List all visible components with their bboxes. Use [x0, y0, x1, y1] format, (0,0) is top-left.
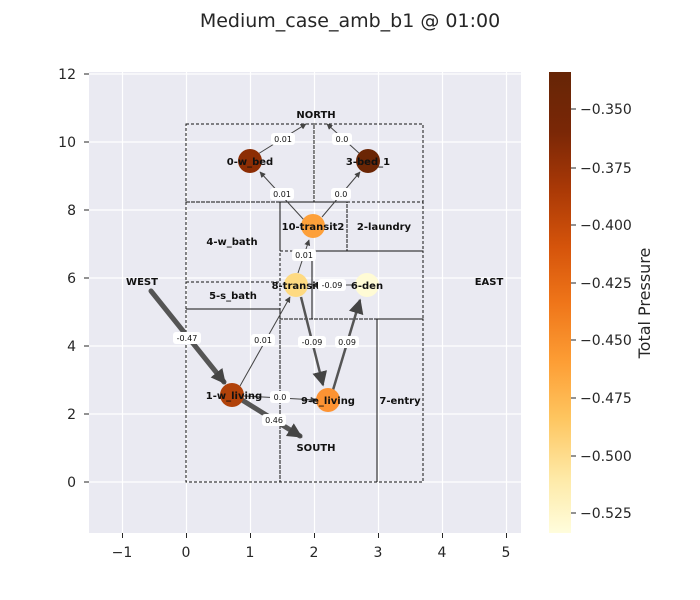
- flow-label: -0.09: [322, 281, 343, 290]
- direction-east: EAST: [475, 277, 504, 288]
- colorbar-tick-label: −0.475: [580, 391, 632, 407]
- flow-label-box: [251, 334, 275, 346]
- node-label: 6-den: [351, 281, 383, 292]
- x-tick-label: 2: [310, 545, 319, 561]
- y-tick-label: 6: [67, 271, 76, 287]
- x-axis: −1 0 1 2 3 4 5: [112, 533, 511, 561]
- room-label: 7-entry: [379, 396, 421, 407]
- flow-label: -0.47: [177, 334, 198, 343]
- y-tick-label: 8: [67, 203, 76, 219]
- node-circle: [356, 149, 380, 173]
- flow-label-box: [270, 391, 290, 403]
- flow-label: 0.0: [336, 135, 349, 144]
- flow-label: 0.09: [338, 338, 356, 347]
- node-label: 1-w_living: [206, 391, 262, 402]
- flow-label: -0.09: [302, 338, 323, 347]
- flow-label: 0.01: [295, 251, 313, 260]
- node-circle: [301, 214, 325, 238]
- x-tick-label: 3: [374, 545, 383, 561]
- direction-west: WEST: [126, 277, 158, 288]
- flow-label: 0.01: [273, 190, 291, 199]
- flow-label-box: [318, 279, 346, 291]
- colorbar-tick-label: −0.425: [580, 276, 632, 292]
- flow-label-box: [331, 188, 351, 200]
- flow-labels: 0.01 0.0 0.01 0.0 0.01 -0.09 0.01 -0.09 …: [173, 133, 359, 426]
- flow-label-box: [292, 249, 316, 261]
- node-circle: [316, 388, 340, 412]
- room-label: 5-s_bath: [209, 291, 257, 302]
- node-circle: [238, 149, 262, 173]
- node-circle: [355, 273, 379, 297]
- x-tick-label: −1: [112, 545, 133, 561]
- node-label: 9-e_living: [301, 396, 355, 407]
- flow-label-box: [298, 336, 326, 348]
- direction-south: SOUTH: [296, 443, 335, 454]
- x-tick-label: 1: [246, 545, 255, 561]
- flow-label-box: [270, 188, 294, 200]
- node-circle: [284, 273, 308, 297]
- flow-label: 0.0: [335, 190, 348, 199]
- flow-label-box: [332, 133, 352, 145]
- colorbar-tick-label: −0.500: [580, 449, 632, 465]
- flow-label: 0.01: [274, 135, 292, 144]
- node-label: 0-w_bed: [227, 157, 273, 168]
- colorbar-tick-label: −0.525: [580, 506, 632, 522]
- grid: [89, 72, 521, 533]
- flow-label: 0.0: [274, 393, 287, 402]
- colorbar: −0.350 −0.375 −0.400 −0.425 −0.450 −0.47…: [549, 72, 654, 533]
- colorbar-gradient: [549, 72, 571, 533]
- colorbar-tick-label: −0.450: [580, 333, 632, 349]
- colorbar-label: Total Pressure: [635, 248, 654, 360]
- flow-label-box: [262, 414, 286, 426]
- x-tick-label: 5: [502, 545, 511, 561]
- node-label: 10-transit2: [282, 222, 345, 233]
- flow-label-box: [271, 133, 295, 145]
- x-tick-label: 4: [438, 545, 447, 561]
- y-tick-label: 0: [67, 475, 76, 491]
- node-label: 3-bed_1: [346, 157, 390, 168]
- node-circle: [220, 383, 244, 407]
- x-tick-label: 0: [182, 545, 191, 561]
- y-tick-label: 2: [67, 407, 76, 423]
- figure-title: Medium_case_amb_b1 @ 01:00: [200, 10, 500, 32]
- flow-label: 0.46: [265, 416, 283, 425]
- y-tick-label: 4: [67, 339, 76, 355]
- room-label: 4-w_bath: [206, 237, 257, 248]
- flow-label-box: [173, 332, 201, 344]
- colorbar-tick-label: −0.400: [580, 218, 632, 234]
- y-axis: 0 2 4 6 8 10 12: [58, 67, 89, 491]
- room-label: 2-laundry: [357, 222, 412, 233]
- plot-area: [89, 72, 521, 533]
- colorbar-tick-label: −0.350: [580, 102, 632, 118]
- room-outline: [376, 318, 424, 483]
- direction-north: NORTH: [296, 110, 335, 121]
- flow-label: 0.01: [254, 336, 272, 345]
- room-outline: [311, 250, 424, 320]
- nodes: [220, 149, 380, 412]
- flow-label-box: [335, 336, 359, 348]
- colorbar-tick-label: −0.375: [580, 161, 632, 177]
- y-tick-label: 10: [58, 135, 76, 151]
- node-label: 8-transit: [272, 281, 321, 292]
- y-tick-label: 12: [58, 67, 76, 83]
